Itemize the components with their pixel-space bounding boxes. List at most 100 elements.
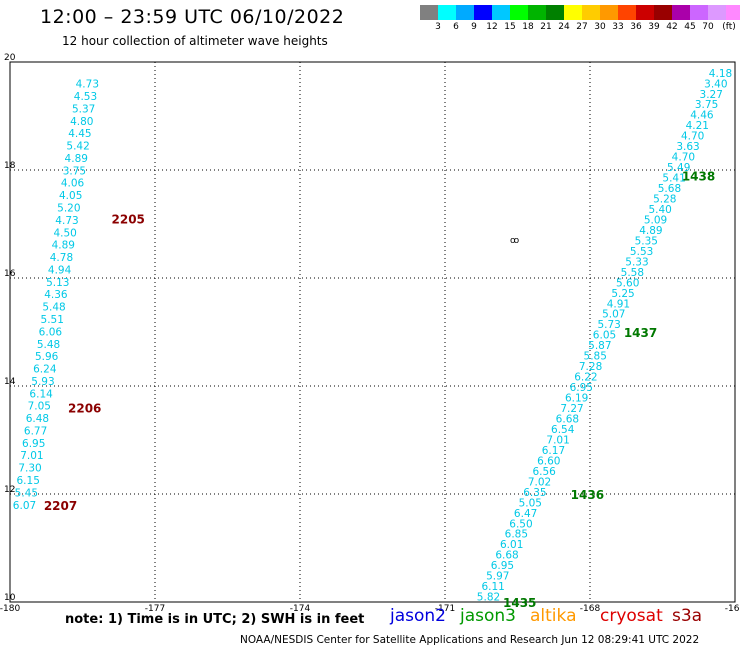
wave-height-point: 6.95	[570, 382, 593, 394]
wave-height-point: 4.94	[48, 264, 72, 276]
legend-swatch	[636, 5, 654, 20]
wave-height-point: 5.41	[662, 173, 685, 185]
legend-label: 12	[486, 22, 498, 32]
wave-height-point: 4.05	[59, 190, 82, 202]
wave-height-point: 5.93	[31, 376, 54, 388]
wave-height-point: 5.53	[630, 246, 653, 258]
wave-height-point: 5.25	[611, 288, 634, 300]
legend-swatch	[582, 5, 600, 20]
wave-height-point: 5.49	[667, 162, 690, 174]
wave-height-point: 5.07	[602, 309, 625, 321]
wave-height-point: 5.40	[648, 204, 671, 216]
pass-labels: 2205 2206 2207 1438 1437 1436 1435	[44, 169, 715, 610]
wave-height-point: 5.87	[588, 340, 611, 352]
legend-swatch	[654, 5, 672, 20]
legend-label: 45	[684, 22, 696, 32]
wave-height-point: 4.06	[61, 178, 85, 190]
wave-height-point: 5.28	[653, 194, 676, 206]
lon-tick-label: -168	[580, 604, 601, 614]
wave-height-point: 4.73	[76, 79, 99, 91]
pass-time-label: 1437	[624, 326, 657, 340]
wave-height-point: 6.95	[491, 560, 514, 572]
pass-time-label: 1435	[503, 596, 536, 610]
pass-time-label: 1438	[682, 169, 715, 183]
wave-height-point: 6.35	[523, 487, 546, 499]
wave-height-point: 6.19	[565, 393, 588, 405]
grid	[9, 61, 736, 603]
legend-label: 36	[630, 22, 642, 32]
lat-tick-label: 10	[4, 593, 16, 603]
legend-swatch	[420, 5, 438, 20]
legend-label: 42	[666, 22, 678, 32]
wave-height-point: 6.14	[29, 388, 53, 400]
wave-height-point: 5.51	[41, 314, 64, 326]
legend-label: 6	[453, 22, 459, 32]
wave-height-point: 5.73	[597, 319, 620, 331]
legend-label: 27	[576, 22, 588, 32]
legend-swatch	[528, 5, 546, 20]
satellite-cryosat: cryosat	[600, 606, 663, 626]
lon-tick-label: -174	[290, 604, 311, 614]
wave-height-point: 5.48	[42, 302, 65, 314]
lat-tick-label: 12	[4, 485, 15, 495]
wave-height-point: 6.07	[13, 500, 36, 512]
credit-line: NOAA/NESDIS Center for Satellite Applica…	[240, 634, 700, 646]
wave-height-point: 6.68	[495, 550, 518, 562]
wave-height-point: 6.17	[542, 445, 565, 457]
pass-time-label: 2206	[68, 402, 101, 416]
satellite-s3a: s3a	[672, 606, 703, 626]
legend-swatch	[708, 5, 726, 20]
wave-height-point: 4.89	[639, 225, 662, 237]
legend-swatch	[726, 5, 740, 20]
wave-height-point: 4.21	[686, 120, 709, 132]
satellite-jason2: jason2	[390, 606, 446, 626]
legend-swatch	[510, 5, 528, 20]
satellite-tracks: 4.734.535.374.804.455.424.893.754.064.05…	[13, 68, 732, 604]
wave-height-point: 5.13	[46, 277, 69, 289]
wave-height-point: 4.53	[74, 91, 97, 103]
legend-swatch	[564, 5, 582, 20]
legend-swatch	[474, 5, 492, 20]
wave-height-point: 5.96	[35, 351, 59, 363]
wave-height-point: 4.18	[709, 68, 732, 80]
wave-height-point: 6.48	[26, 413, 49, 425]
wave-height-point: 3.40	[704, 78, 727, 90]
wave-height-point: 5.42	[66, 141, 89, 153]
pass-time-label: 2207	[44, 499, 77, 513]
legend-swatch	[492, 5, 510, 20]
wave-height-point: 6.54	[551, 424, 575, 436]
wave-height-point: 3.75	[63, 165, 86, 177]
wave-height-point: 7.02	[528, 476, 551, 488]
wave-height-point: 5.85	[584, 351, 607, 363]
wave-height-point: 5.33	[625, 256, 648, 268]
legend-swatch	[438, 5, 456, 20]
wave-height-point: 6.68	[556, 414, 579, 426]
legend-label: 70	[702, 22, 714, 32]
map-title: 12:00 – 23:59 UTC 06/10/2022	[40, 6, 345, 28]
legend-swatch	[672, 5, 690, 20]
wave-height-point: 6.22	[574, 372, 597, 384]
wave-height-point: 6.77	[24, 425, 47, 437]
legend-swatch	[690, 5, 708, 20]
lon-tick-label: -171	[435, 604, 455, 614]
wave-height-point: 6.47	[514, 508, 537, 520]
wave-height-point: 4.89	[65, 153, 88, 165]
wave-height-point: 4.45	[68, 128, 91, 140]
legend-swatch	[618, 5, 636, 20]
wave-height-point: 5.97	[486, 571, 509, 583]
wave-height-point: 6.85	[505, 529, 528, 541]
wave-height-point: 4.70	[672, 152, 695, 164]
wave-height-point: 3.63	[676, 141, 699, 153]
wave-height-point: 3.75	[695, 99, 718, 111]
wave-height-point: 6.60	[537, 455, 560, 467]
wave-height-point: 7.01	[20, 450, 43, 462]
legend-label: 9	[471, 22, 477, 32]
wave-height-point: 5.45	[15, 487, 38, 499]
axis-ticks: -180 -177 -174 -171 -168 -165 10 12 14 16 18 20	[0, 53, 740, 614]
legend-label: 24	[558, 22, 570, 32]
lat-tick-label: 14	[4, 377, 16, 387]
wave-height-point: 4.70	[681, 131, 704, 143]
wave-height-point: 4.46	[690, 110, 714, 122]
legend-label: 21	[540, 22, 552, 32]
wave-height-point: 3.27	[700, 89, 723, 101]
